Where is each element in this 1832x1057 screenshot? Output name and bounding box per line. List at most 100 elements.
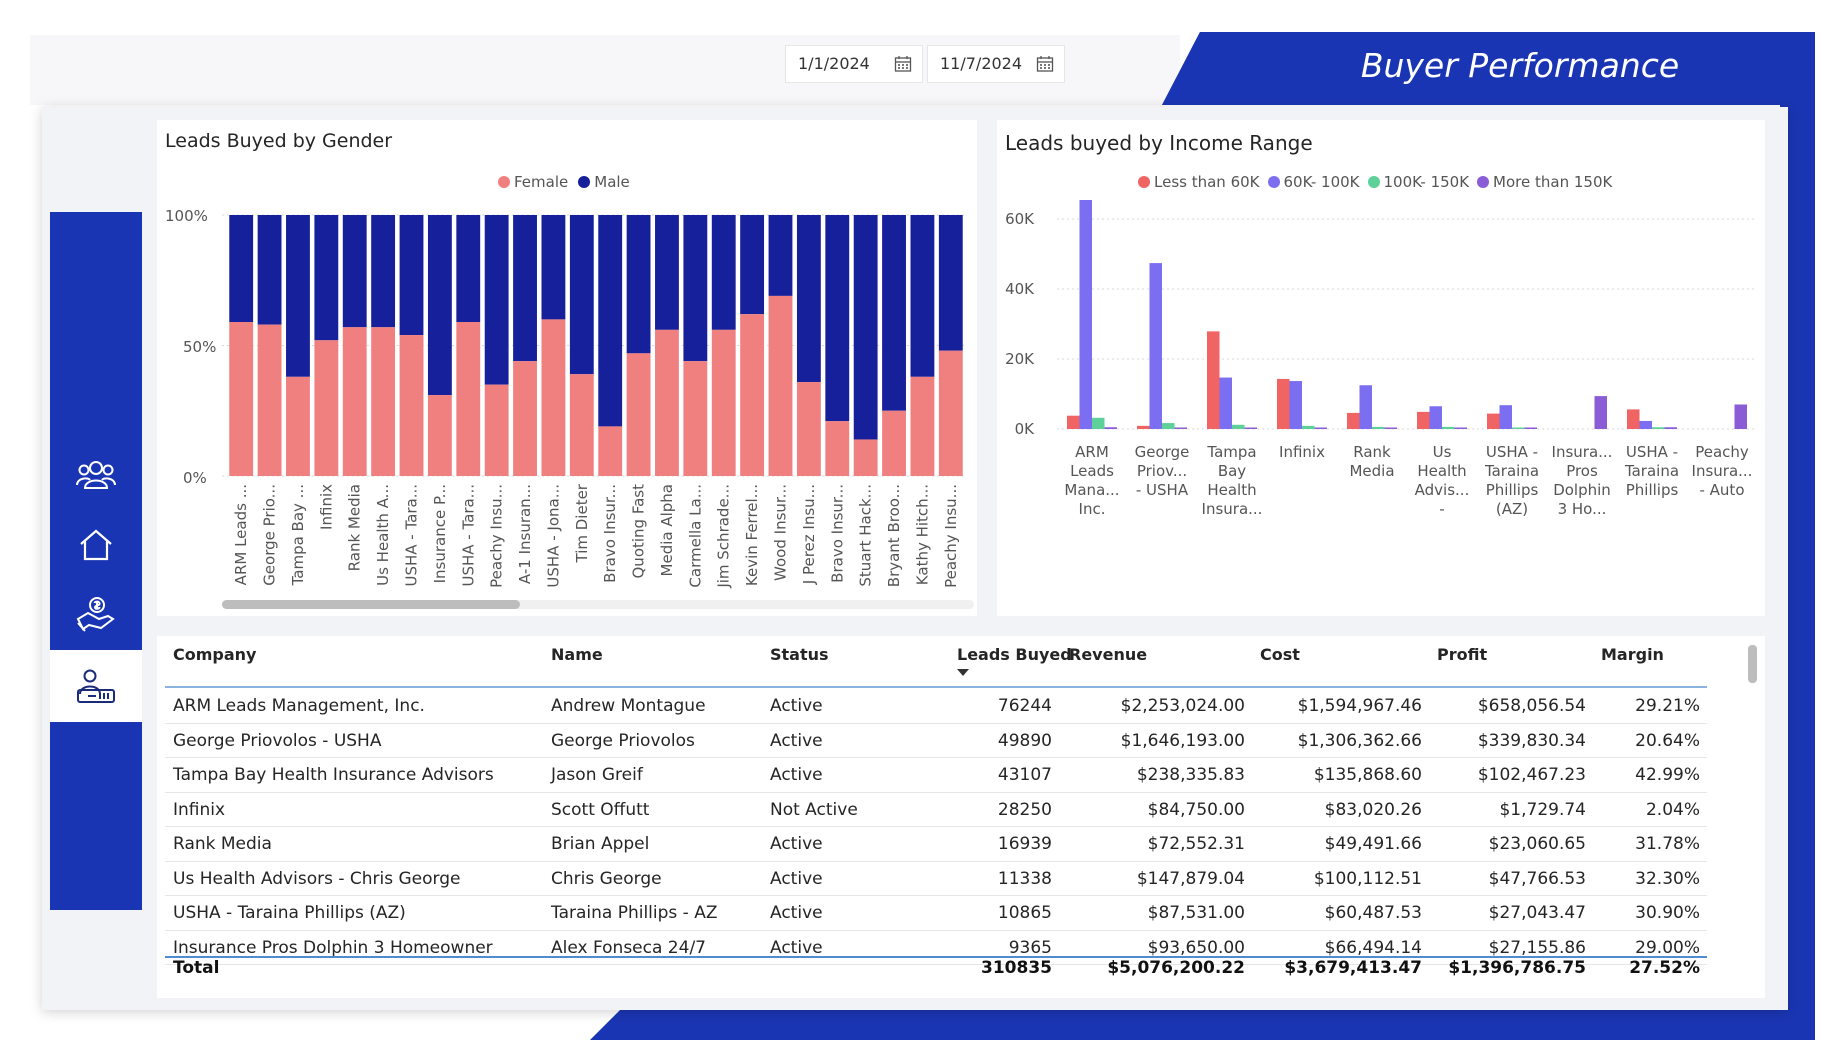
bar-male[interactable] [796,215,821,383]
end-date-input[interactable]: 11/7/2024 [927,45,1065,83]
bar-income[interactable] [1384,427,1398,430]
nav-home[interactable] [50,510,142,580]
bar-income[interactable] [1652,427,1665,429]
start-date-input[interactable]: 1/1/2024 [785,45,923,83]
bar-female[interactable] [711,329,736,476]
bar-income[interactable] [1067,415,1080,429]
col-header-margin[interactable]: Margin [1601,645,1664,664]
bar-income[interactable] [1734,404,1748,430]
bar-female[interactable] [825,421,850,476]
bar-female[interactable] [910,376,935,476]
nav-sales[interactable] [50,580,142,650]
bar-female[interactable] [626,353,651,476]
gender-chart-scroll-track[interactable] [222,600,974,609]
bar-income[interactable] [1454,427,1468,430]
bar-female[interactable] [484,384,509,476]
bar-income[interactable] [1079,200,1093,429]
col-header-name[interactable]: Name [551,645,603,664]
bar-female[interactable] [314,340,339,476]
col-header-profit[interactable]: Profit [1437,645,1488,664]
bar-female[interactable] [342,327,367,476]
bar-income[interactable] [1219,377,1233,429]
bar-male[interactable] [740,215,765,315]
bar-male[interactable] [541,215,566,320]
bar-female[interactable] [399,335,424,476]
bar-income[interactable] [1244,427,1258,430]
bar-female[interactable] [768,295,793,476]
bar-income[interactable] [1277,378,1290,429]
bar-female[interactable] [655,329,679,476]
nav-buyer-performance[interactable] [50,651,142,721]
bar-male[interactable] [257,215,282,325]
bar-income[interactable] [1627,409,1640,429]
bar-male[interactable] [314,215,339,341]
bar-income[interactable] [1594,396,1608,429]
bar-income[interactable] [1174,427,1188,430]
bar-female[interactable] [853,439,878,476]
bar-income[interactable] [1512,427,1525,430]
bar-female[interactable] [427,395,452,476]
bar-male[interactable] [853,215,878,440]
bar-female[interactable] [257,324,282,476]
bar-female[interactable] [882,410,906,476]
bar-male[interactable] [655,215,679,330]
bar-income[interactable] [1137,425,1150,429]
bar-male[interactable] [342,215,367,328]
bar-female[interactable] [371,327,396,476]
bar-income[interactable] [1289,381,1303,429]
table-scrollbar[interactable] [1748,645,1757,683]
col-header-revenue[interactable]: Revenue [1069,645,1148,664]
bar-income[interactable] [1162,423,1175,429]
bar-male[interactable] [569,215,594,375]
bar-income[interactable] [1499,405,1513,429]
nav-people[interactable] [50,440,142,510]
calendar-icon[interactable] [1036,55,1054,73]
gender-chart-scrollbar[interactable] [222,600,520,609]
bar-income[interactable] [1417,411,1430,429]
bar-female[interactable] [796,382,821,476]
bar-male[interactable] [399,215,424,336]
bar-income[interactable] [1359,385,1373,429]
bar-female[interactable] [598,426,623,476]
bar-female[interactable] [513,361,537,476]
bar-male[interactable] [456,215,481,323]
bar-female[interactable] [683,361,708,476]
bar-income[interactable] [1092,417,1105,429]
bar-income[interactable] [1149,263,1163,429]
bar-male[interactable] [229,215,254,323]
bar-income[interactable] [1207,331,1220,429]
bar-income[interactable] [1347,412,1360,429]
bar-income[interactable] [1639,420,1653,429]
bar-female[interactable] [456,322,481,476]
bar-female[interactable] [229,322,254,476]
bar-male[interactable] [286,215,310,377]
bar-income[interactable] [1487,413,1500,429]
bar-female[interactable] [740,314,765,476]
bar-female[interactable] [286,376,310,476]
bar-income[interactable] [1442,426,1455,429]
bar-male[interactable] [513,215,537,362]
bar-income[interactable] [1372,426,1385,429]
bar-female[interactable] [569,374,594,476]
bar-income[interactable] [1314,427,1328,430]
calendar-icon[interactable] [894,55,912,73]
bar-male[interactable] [768,215,793,296]
bar-male[interactable] [626,215,651,354]
col-header-cost[interactable]: Cost [1260,645,1300,664]
bar-income[interactable] [1524,427,1538,430]
bar-male[interactable] [484,215,509,385]
sort-desc-icon[interactable] [957,669,969,677]
bar-male[interactable] [598,215,623,427]
col-header-company[interactable]: Company [173,645,257,664]
bar-income[interactable] [1302,425,1315,429]
bar-income[interactable] [1664,427,1678,429]
bar-income[interactable] [1232,424,1245,429]
bar-male[interactable] [683,215,708,362]
bar-income[interactable] [1429,406,1443,429]
bar-female[interactable] [938,350,963,476]
bar-male[interactable] [882,215,906,411]
bar-male[interactable] [825,215,850,422]
bar-male[interactable] [711,215,736,330]
col-header-leads[interactable]: Leads Buyed [957,645,1072,664]
col-header-status[interactable]: Status [770,645,829,664]
